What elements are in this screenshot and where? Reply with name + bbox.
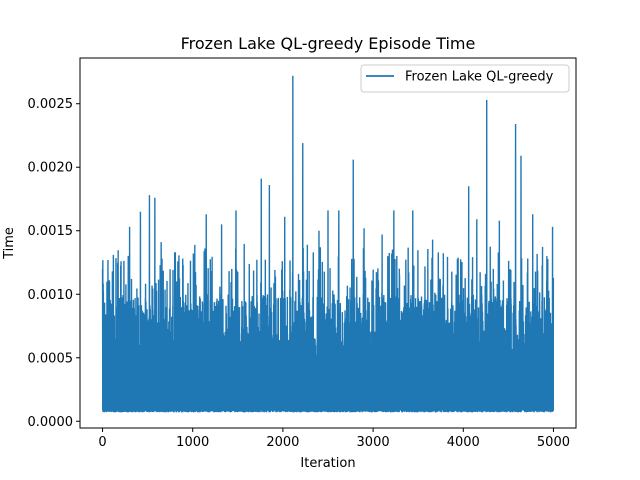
plot-frame — [79, 57, 577, 429]
series-layer — [101, 75, 555, 413]
y-tick-label: 0.0025 — [28, 97, 74, 112]
x-axis: 0 1000 2000 3000 4000 5000 — [98, 428, 570, 450]
x-axis-label: Iteration — [300, 456, 355, 471]
y-tick-label: 0.0010 — [28, 288, 74, 303]
series-line — [101, 75, 555, 413]
x-tick-label: 4000 — [447, 435, 480, 450]
y-tick-label: 0.0005 — [28, 351, 74, 366]
chart-title: Frozen Lake QL-greedy Episode Time — [181, 34, 476, 53]
legend-label: Frozen Lake QL-greedy — [405, 70, 554, 85]
y-tick-label: 0.0000 — [28, 415, 74, 430]
legend-box — [360, 64, 570, 93]
x-tick-label: 1000 — [176, 435, 209, 450]
y-axis: 0.0000 0.0005 0.0010 0.0015 0.0020 0.0025 — [28, 97, 80, 430]
legend: Frozen Lake QL-greedy — [360, 64, 570, 93]
y-axis-label: Time — [2, 227, 17, 260]
y-tick-label: 0.0015 — [28, 224, 74, 239]
x-tick-label: 3000 — [357, 435, 390, 450]
x-tick-label: 0 — [98, 435, 106, 450]
x-tick-label: 5000 — [537, 435, 570, 450]
x-tick-label: 2000 — [266, 435, 299, 450]
y-tick-label: 0.0020 — [28, 161, 74, 176]
